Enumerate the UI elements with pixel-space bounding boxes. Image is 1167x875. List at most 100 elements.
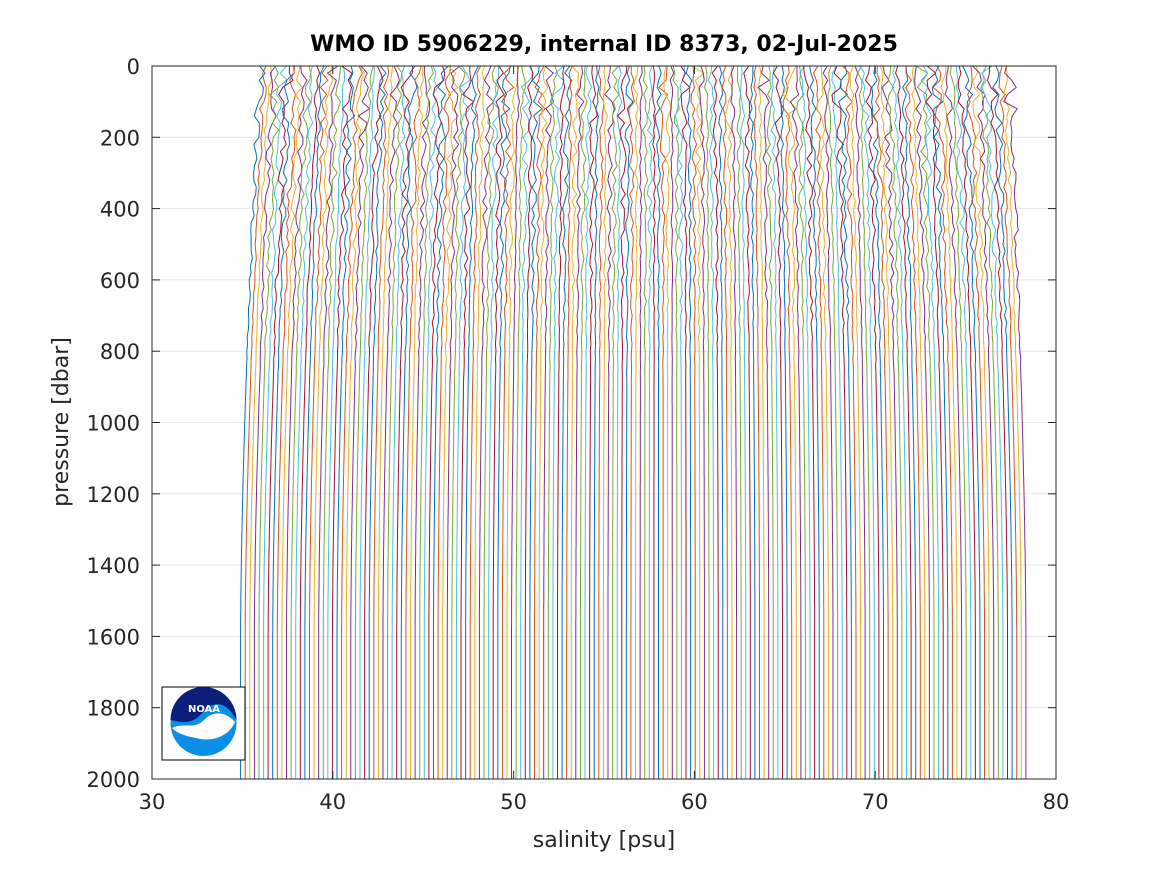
profile-line [455,66,471,779]
profile-line [550,66,565,779]
profile-line [584,66,593,779]
profile-line [864,66,880,779]
profile-line [331,66,353,779]
profile-line [593,66,600,779]
profile-line [672,66,680,779]
y-axis-label: pressure [dbar] [49,337,74,507]
chart-title: WMO ID 5906229, internal ID 8373, 02-Jul… [310,32,898,57]
profile-line [799,66,811,779]
profile-line [879,66,894,779]
profile-line [842,66,857,779]
profile-line [258,66,280,779]
profile-line [318,66,339,779]
profile-line [263,66,288,779]
profile-line [758,66,765,779]
profile-line [646,66,655,779]
profile-line [364,66,384,779]
profile-line [322,66,342,779]
profile-line [782,66,793,779]
profile-line [992,66,1013,779]
profile-line [628,66,635,779]
profile-line [736,66,742,779]
profile-line [575,66,585,779]
profile-line [497,66,511,779]
y-tick-label: 200 [100,126,140,150]
profile-line [642,66,649,779]
profile-line [391,66,406,779]
profile-line [511,66,521,779]
profile-line [520,66,534,779]
profile-line [772,66,783,779]
profile-line [524,66,534,779]
profile-line [419,66,434,779]
profile-line [327,66,346,779]
profile-line [604,66,615,779]
profile-line [914,66,930,779]
profile-line [743,66,751,779]
svg-text:NOAA: NOAA [188,704,220,715]
profile-line [244,66,267,779]
profile-line [1003,66,1022,779]
profile-line [423,66,439,779]
profile-line [350,66,371,779]
profile-line [515,66,526,779]
profile-line [589,66,598,779]
profile-line [972,66,995,779]
x-axis-label: salinity [psu] [533,828,675,853]
profile-line [437,66,452,779]
profile-line [373,66,390,779]
profile-line [962,66,981,779]
profile-line [718,66,724,779]
profile-line [359,66,375,779]
profile-line [690,66,698,779]
profile-line [796,66,806,779]
profile-line [925,66,944,779]
profile-line [382,66,400,779]
profile-line [465,66,479,779]
y-tick-label: 600 [100,269,140,293]
profile-line [981,66,1004,779]
x-tick-label: 60 [681,790,708,814]
profile-line [954,66,972,779]
profile-line [299,66,321,779]
profile-line [561,66,573,779]
profile-line [377,66,394,779]
profile-line [770,66,779,779]
profile-line [849,66,862,779]
profile-line [253,66,277,779]
profile-line [547,66,558,779]
profile-line [341,66,363,779]
profile-line [624,66,634,779]
profile-line [911,66,926,779]
profile-line [405,66,422,779]
profile-line [290,66,312,779]
y-tick-label: 2000 [87,768,140,792]
profile-line [711,66,719,779]
ticks: 30 40 50 60 70 800200400600800100012001400160… [87,55,1070,814]
y-tick-label: 0 [127,55,140,79]
profile-line [831,66,843,779]
profile-line [414,66,431,779]
profile-line [396,66,413,779]
profile-line [944,66,963,779]
profile-line [894,66,912,779]
profile-line [543,66,555,779]
profile-line [267,66,294,779]
profile-line [809,66,820,779]
x-tick-label: 50 [500,790,527,814]
profile-line [721,66,728,779]
profile-line [433,66,449,779]
profile-line [765,66,774,779]
profile-line [857,66,871,779]
profile-line [980,66,999,779]
profile-line [813,66,825,779]
y-tick-label: 800 [100,340,140,364]
profile-line [579,66,588,779]
profile-line [570,66,580,779]
profile-line [368,66,387,779]
profile-line [838,66,852,779]
x-tick-label: 70 [862,790,889,814]
profile-line [529,66,543,779]
x-tick-label: 40 [319,790,346,814]
